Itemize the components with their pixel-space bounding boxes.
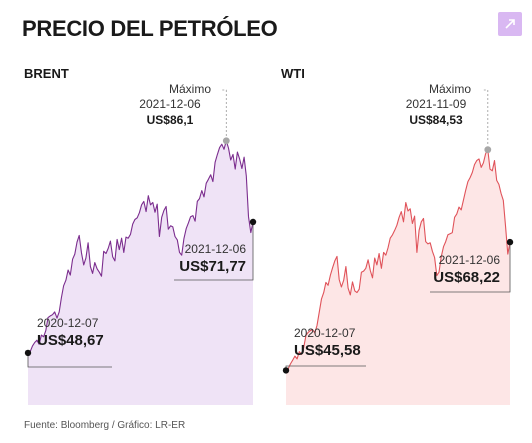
source-note: Fuente: Bloomberg / Gráfico: LR-ER: [24, 420, 186, 431]
brent-max-leader: [222, 89, 227, 137]
wti-start-date: 2020-12-07: [294, 326, 356, 340]
brent-start-value: US$48,67: [37, 332, 104, 349]
brent-max-value: US$86,1: [146, 113, 194, 127]
wti-end-date: 2021-12-06: [438, 253, 500, 267]
brent-start-date: 2020-12-07: [37, 316, 99, 330]
wti-start-marker: [282, 367, 290, 374]
wti-max-marker: [484, 146, 492, 154]
wti-max-label: Máximo: [428, 82, 471, 96]
expand-button[interactable]: [498, 12, 522, 36]
wti-price-line: [285, 149, 511, 371]
brent-max-marker: [222, 137, 230, 145]
wti-end-leader: [430, 242, 511, 293]
brent-end-leader: [174, 222, 254, 281]
wti-end-marker: [506, 238, 514, 246]
brent-max-date: 2021-12-06: [139, 97, 201, 111]
brent-end-marker: [249, 218, 257, 226]
brent-end-value: US$71,77: [179, 258, 246, 275]
wti-area-fill: [286, 149, 510, 405]
wti-label: WTI: [281, 66, 305, 81]
brent-max-label: Máximo: [168, 82, 211, 96]
brent-end-date: 2021-12-06: [184, 242, 246, 256]
brent-start-marker: [24, 349, 32, 357]
wti-end-value: US$68,22: [433, 269, 500, 286]
wti-max-value: US$84,53: [409, 113, 463, 127]
expand-arrow-icon: [505, 19, 515, 29]
page-title: PRECIO DEL PETRÓLEO: [22, 16, 278, 41]
wti-max-leader: [483, 89, 489, 146]
brent-price-line: [27, 140, 254, 354]
brent-label: BRENT: [24, 66, 69, 81]
wti-max-date: 2021-11-09: [405, 97, 467, 111]
brent-start-leader: [27, 352, 112, 368]
wti-start-value: US$45,58: [294, 342, 361, 359]
